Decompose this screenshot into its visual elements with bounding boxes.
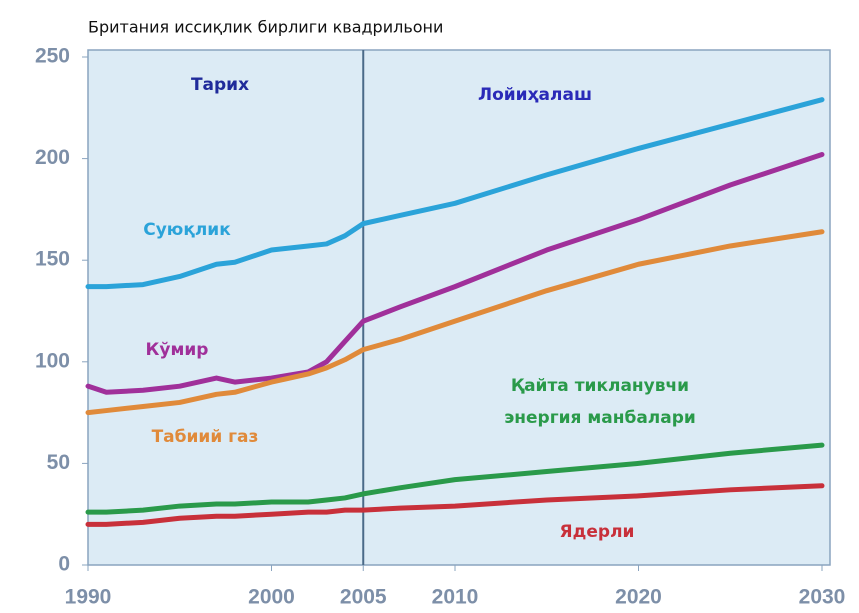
series-line [85,152,825,395]
annotation: Тарих [191,75,249,95]
chart-title: Британия иссиқлик бирлиги квадрильони [88,18,443,37]
x-tick-label: 2005 [340,586,387,609]
series-label: Кўмир [146,340,209,360]
series-line [85,229,825,416]
x-tick-label: 2030 [799,586,846,609]
y-tick-label: 200 [35,146,70,169]
x-tick-label: 1990 [65,586,112,609]
series-label: Табиий газ [152,427,259,447]
series-label-box: Қайта тикланувчи энергия манбалари [504,376,696,428]
y-tick-label: 0 [58,553,70,576]
series-line [85,442,825,515]
y-tick-label: 150 [35,248,70,271]
series-line [85,97,825,290]
series-label: Ядерли [560,522,635,542]
y-tick-label: 250 [35,45,70,68]
x-tick-label: 2000 [248,586,295,609]
y-tick-label: 50 [47,451,70,474]
series-line [85,483,825,527]
series-label: Қайта тикланувчи энергия манбалари [504,376,696,428]
x-tick-label: 2010 [432,586,479,609]
annotation: Лойиҳалаш [478,85,592,105]
series-label: Суюқлик [143,220,231,240]
y-tick-label: 100 [35,349,70,372]
x-tick-label: 2020 [615,586,662,609]
